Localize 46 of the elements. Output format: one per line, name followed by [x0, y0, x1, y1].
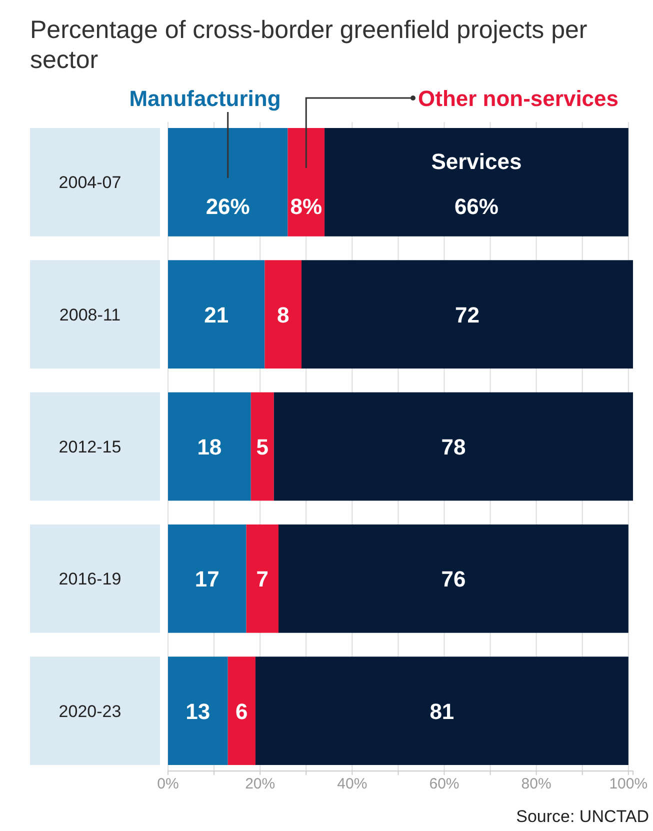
data-label: 7: [256, 566, 269, 592]
data-label: 81: [430, 698, 454, 724]
y-tick-label: 2012-15: [58, 438, 122, 456]
bar: [228, 656, 256, 765]
bar: [255, 656, 628, 765]
x-tick-label: 20%: [245, 776, 276, 793]
bar: [250, 392, 274, 501]
source-note: Source: UNCTAD: [516, 807, 649, 826]
bar: [168, 392, 251, 501]
data-label: 26%: [206, 194, 250, 220]
data-label: 8: [276, 302, 290, 328]
bar: [168, 260, 265, 369]
bar: [168, 656, 228, 765]
data-label: 66%: [454, 194, 498, 220]
bar: [264, 260, 302, 369]
y-tick-label: 2016-19: [58, 570, 122, 589]
bar: [324, 128, 628, 236]
x-tick-label: 40%: [337, 776, 368, 793]
data-label: 17: [194, 566, 220, 592]
data-label: 76: [441, 566, 466, 592]
x-tick-label: 100%: [609, 776, 648, 793]
series-label: Services: [431, 149, 522, 174]
data-label: 21: [204, 302, 229, 328]
text: Other non-services: [418, 86, 619, 111]
data-label: 13: [186, 698, 210, 724]
series-label: Manufacturing: [129, 86, 281, 111]
y-tick-label: 2008-11: [59, 305, 121, 324]
y-tick-label: 2004-07: [58, 173, 122, 192]
bar: [168, 128, 288, 236]
bar: [246, 524, 278, 633]
data-label: 72: [455, 302, 480, 328]
y-tick-label: 2020-23: [58, 702, 122, 721]
data-label: 8%: [290, 194, 322, 220]
data-label: 18: [197, 434, 222, 460]
bar: [274, 392, 633, 501]
bar: [302, 260, 633, 369]
bar: [168, 524, 246, 633]
data-label: 6: [236, 698, 248, 724]
x-tick-label: 60%: [429, 776, 460, 793]
x-tick-label: 0%: [157, 776, 179, 793]
x-tick-label: 80%: [521, 776, 552, 793]
bar: [288, 128, 325, 236]
bar: [278, 524, 628, 633]
chart-title: Percentage of cross-border greenfield projects per sector: [30, 16, 588, 74]
data-label: 78: [441, 434, 466, 460]
data-label: 5: [256, 434, 269, 460]
